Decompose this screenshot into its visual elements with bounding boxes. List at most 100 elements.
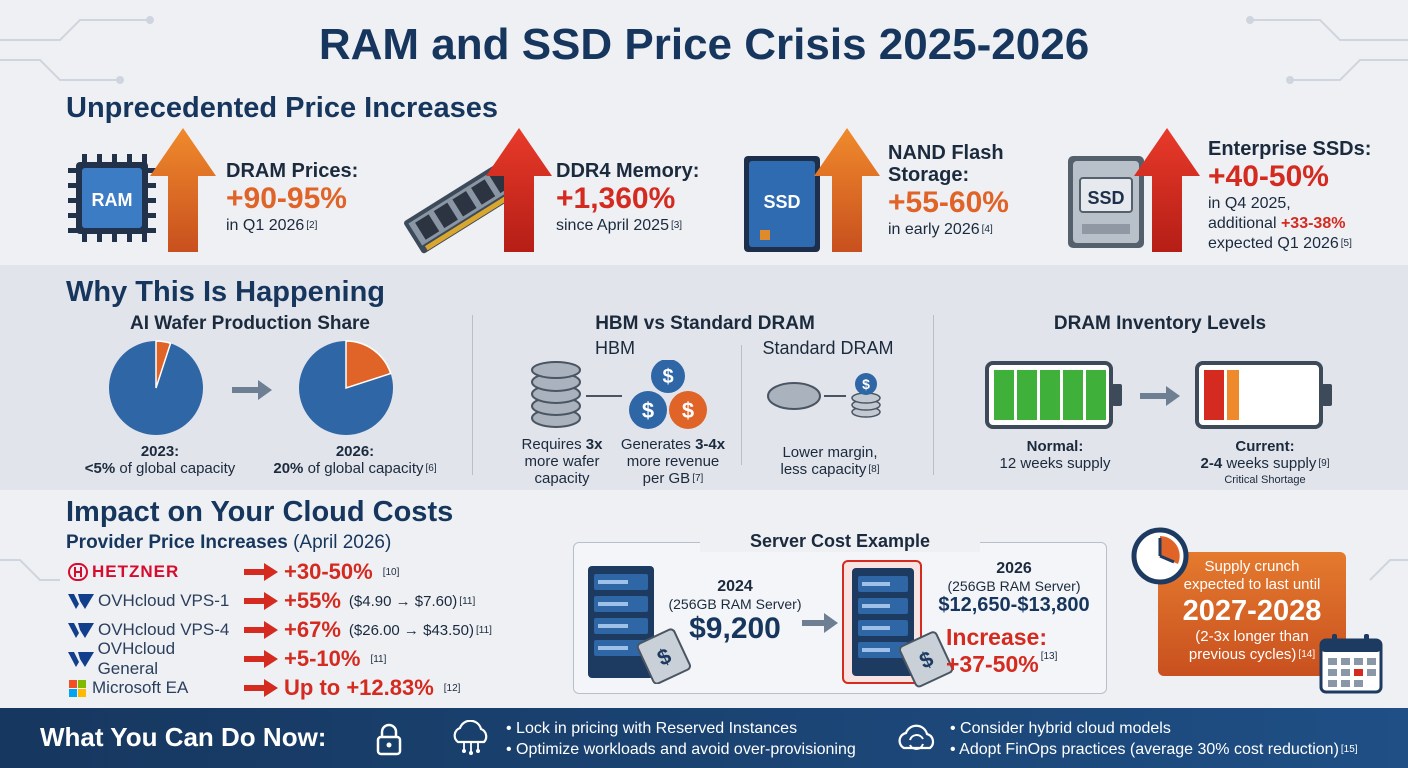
wafer-right-year: 2026: bbox=[335, 443, 375, 460]
ref-3: [3] bbox=[670, 220, 683, 231]
provider-ref: [10] bbox=[382, 566, 400, 578]
card-note: since April 2025 bbox=[556, 217, 669, 234]
section-heading-impact: Impact on Your Cloud Costs bbox=[66, 496, 454, 528]
tip-item: • Optimize workloads and avoid over-prov… bbox=[506, 741, 856, 758]
year-2024: 2024 bbox=[717, 578, 753, 595]
battery-cell bbox=[1227, 370, 1239, 420]
price-2026: $12,650-$13,800 bbox=[938, 594, 1090, 616]
card-value: +40-50% bbox=[1208, 160, 1329, 193]
hbm-req-value: 3x bbox=[585, 436, 603, 453]
card-title: DRAM Prices: bbox=[226, 160, 359, 182]
card-ddr4-text: DDR4 Memory: +1,360% since April 2025 [3] bbox=[556, 160, 726, 236]
wafer-title: AI Wafer Production Share bbox=[130, 313, 370, 334]
crunch-line3: (2-3x longer than bbox=[1195, 628, 1309, 645]
tip-item: • Consider hybrid cloud models bbox=[950, 720, 1171, 737]
hbm-req-line2: more wafer bbox=[524, 453, 600, 470]
pie-chart-2023 bbox=[109, 340, 203, 435]
ref-5: [5] bbox=[1340, 238, 1352, 249]
standard-dram-coin-icon: $ bbox=[767, 373, 881, 418]
provider-increase: +30-50% bbox=[284, 559, 373, 584]
hbm-req-line3: capacity bbox=[534, 470, 590, 487]
ref-13: [13] bbox=[1040, 651, 1058, 662]
why-band bbox=[0, 265, 1408, 490]
arrow-right-icon bbox=[244, 592, 278, 610]
provider-increase: +67% bbox=[284, 617, 341, 642]
provider-sub-bold: Provider Price Increases bbox=[66, 532, 288, 553]
svg-text:$: $ bbox=[862, 376, 870, 392]
ref-6: [6] bbox=[425, 463, 437, 474]
divider bbox=[472, 315, 473, 475]
year-2026-sub: (256GB RAM Server) bbox=[947, 578, 1081, 594]
svg-text:$: $ bbox=[642, 398, 654, 423]
arrow-right-icon bbox=[244, 621, 278, 639]
hbm-stack-coins-icon: $ $ $ bbox=[531, 360, 707, 429]
ref-15: [15] bbox=[1340, 744, 1358, 755]
crunch-years: 2027-2028 bbox=[1182, 595, 1322, 627]
battery-cell bbox=[1086, 370, 1106, 420]
server-2024: 2024 (256GB RAM Server) $9,200 bbox=[660, 578, 810, 646]
cloud-network-icon bbox=[453, 720, 488, 755]
svg-text:$: $ bbox=[662, 366, 673, 388]
card-value: +55-60% bbox=[888, 186, 1009, 219]
hbm-gen-prefix: Generates bbox=[620, 436, 691, 453]
provider-name-cell: HETZNER bbox=[68, 562, 238, 582]
card-title: Enterprise SSDs: bbox=[1208, 138, 1372, 160]
card-title: DDR4 Memory: bbox=[556, 160, 700, 182]
battery-full-icon bbox=[985, 361, 1122, 429]
current-label: Current: bbox=[1235, 438, 1295, 455]
wafer-right-caption: 2026: 20% of global capacity [6] bbox=[255, 443, 455, 477]
standard-dram-caption: Lower margin, less capacity [8] bbox=[760, 444, 900, 478]
provider-sub-rest: (April 2026) bbox=[293, 532, 392, 553]
ram-chip-icon bbox=[68, 154, 156, 242]
svg-text:$: $ bbox=[682, 398, 694, 423]
footer-heading: What You Can Do Now: bbox=[40, 722, 327, 752]
provider-row: OVHcloud VPS-4 +67% ($26.00 → $43.50) [11] bbox=[68, 617, 492, 643]
battery-cell bbox=[1040, 370, 1060, 420]
arrow-right-icon bbox=[232, 380, 272, 400]
server-2026: 2026 (256GB RAM Server) $12,650-$13,800 bbox=[924, 560, 1104, 617]
hbm-gen-line3: per GB bbox=[642, 470, 691, 487]
card-note-2-value: +33-38% bbox=[1280, 215, 1346, 232]
battery-cell bbox=[1204, 370, 1224, 420]
ram-chip-label: RAM bbox=[91, 190, 133, 210]
provider-ref: [11] bbox=[370, 653, 387, 665]
battery-tip bbox=[1112, 384, 1122, 406]
section-heading-why: Why This Is Happening bbox=[66, 276, 386, 308]
std-line2: less capacity bbox=[780, 461, 867, 478]
hbm-generates-caption: Generates 3-4x more revenue per GB [7] bbox=[610, 436, 736, 487]
server-rack-icon: $ bbox=[588, 566, 691, 684]
provider-row: Microsoft EA Up to +12.83% [12] bbox=[68, 675, 460, 701]
up-arrow-icon bbox=[150, 128, 216, 252]
server-cost-title: Server Cost Example bbox=[700, 531, 980, 552]
crunch-line1: Supply crunch bbox=[1204, 558, 1300, 575]
ref-4: [4] bbox=[981, 224, 993, 235]
provider-detail: ($26.00 → $43.50) bbox=[348, 621, 474, 639]
tip-item: • Adopt FinOps practices (average 30% co… bbox=[950, 741, 1339, 758]
increase-label: Increase: bbox=[946, 624, 1048, 650]
provider-name: OVHcloud VPS-4 bbox=[98, 620, 230, 639]
ref-9: [9] bbox=[1318, 458, 1330, 469]
provider-increase: Up to +12.83% bbox=[284, 675, 434, 700]
hbm-gen-value: 3-4x bbox=[695, 436, 726, 453]
wafer-right-text: of global capacity bbox=[307, 460, 424, 477]
arrow-right-icon bbox=[244, 650, 278, 668]
provider-increase: +5-10% bbox=[284, 646, 361, 671]
current-text: weeks supply bbox=[1226, 455, 1317, 472]
page-title: RAM and SSD Price Crisis 2025-2026 bbox=[318, 20, 1090, 69]
supply-crunch-box bbox=[1158, 552, 1346, 676]
card-nand-text: NAND Flash Storage: +55-60% in early 202… bbox=[888, 142, 1058, 240]
ovhcloud-logo-icon bbox=[68, 594, 94, 609]
ssd-chip-label: SSD bbox=[1087, 188, 1125, 208]
up-arrow-icon bbox=[814, 128, 880, 252]
wafer-left-caption: 2023: <5% of global capacity bbox=[70, 443, 250, 477]
provider-increase: +55% bbox=[284, 588, 341, 613]
pie-2023-ai-slice bbox=[155, 340, 172, 389]
provider-name-cell: OVHcloud VPS-4 bbox=[68, 620, 238, 640]
normal-text: 12 weeks supply bbox=[999, 455, 1111, 472]
wafer-right-value: 20% bbox=[273, 460, 304, 477]
provider-name-cell: OVHcloud VPS-1 bbox=[68, 591, 238, 611]
section-heading-increases: Unprecedented Price Increases bbox=[66, 92, 498, 124]
lock-icon bbox=[376, 723, 402, 756]
wafer-left-value: <5% bbox=[84, 460, 116, 477]
